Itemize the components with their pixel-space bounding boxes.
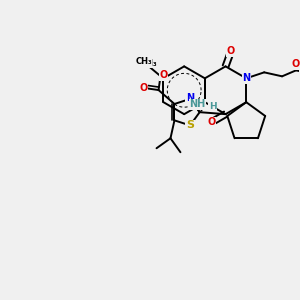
Text: S: S <box>186 120 194 130</box>
Text: CH₃: CH₃ <box>135 57 152 66</box>
Text: O: O <box>159 70 168 80</box>
Text: N: N <box>242 73 250 83</box>
Text: O: O <box>208 117 216 127</box>
Text: O: O <box>227 46 235 56</box>
Text: O: O <box>292 59 300 69</box>
Text: NH: NH <box>190 99 206 109</box>
Text: N: N <box>186 93 194 103</box>
Text: H: H <box>209 102 216 111</box>
Text: CH₃: CH₃ <box>140 59 157 68</box>
Text: O: O <box>140 83 148 93</box>
